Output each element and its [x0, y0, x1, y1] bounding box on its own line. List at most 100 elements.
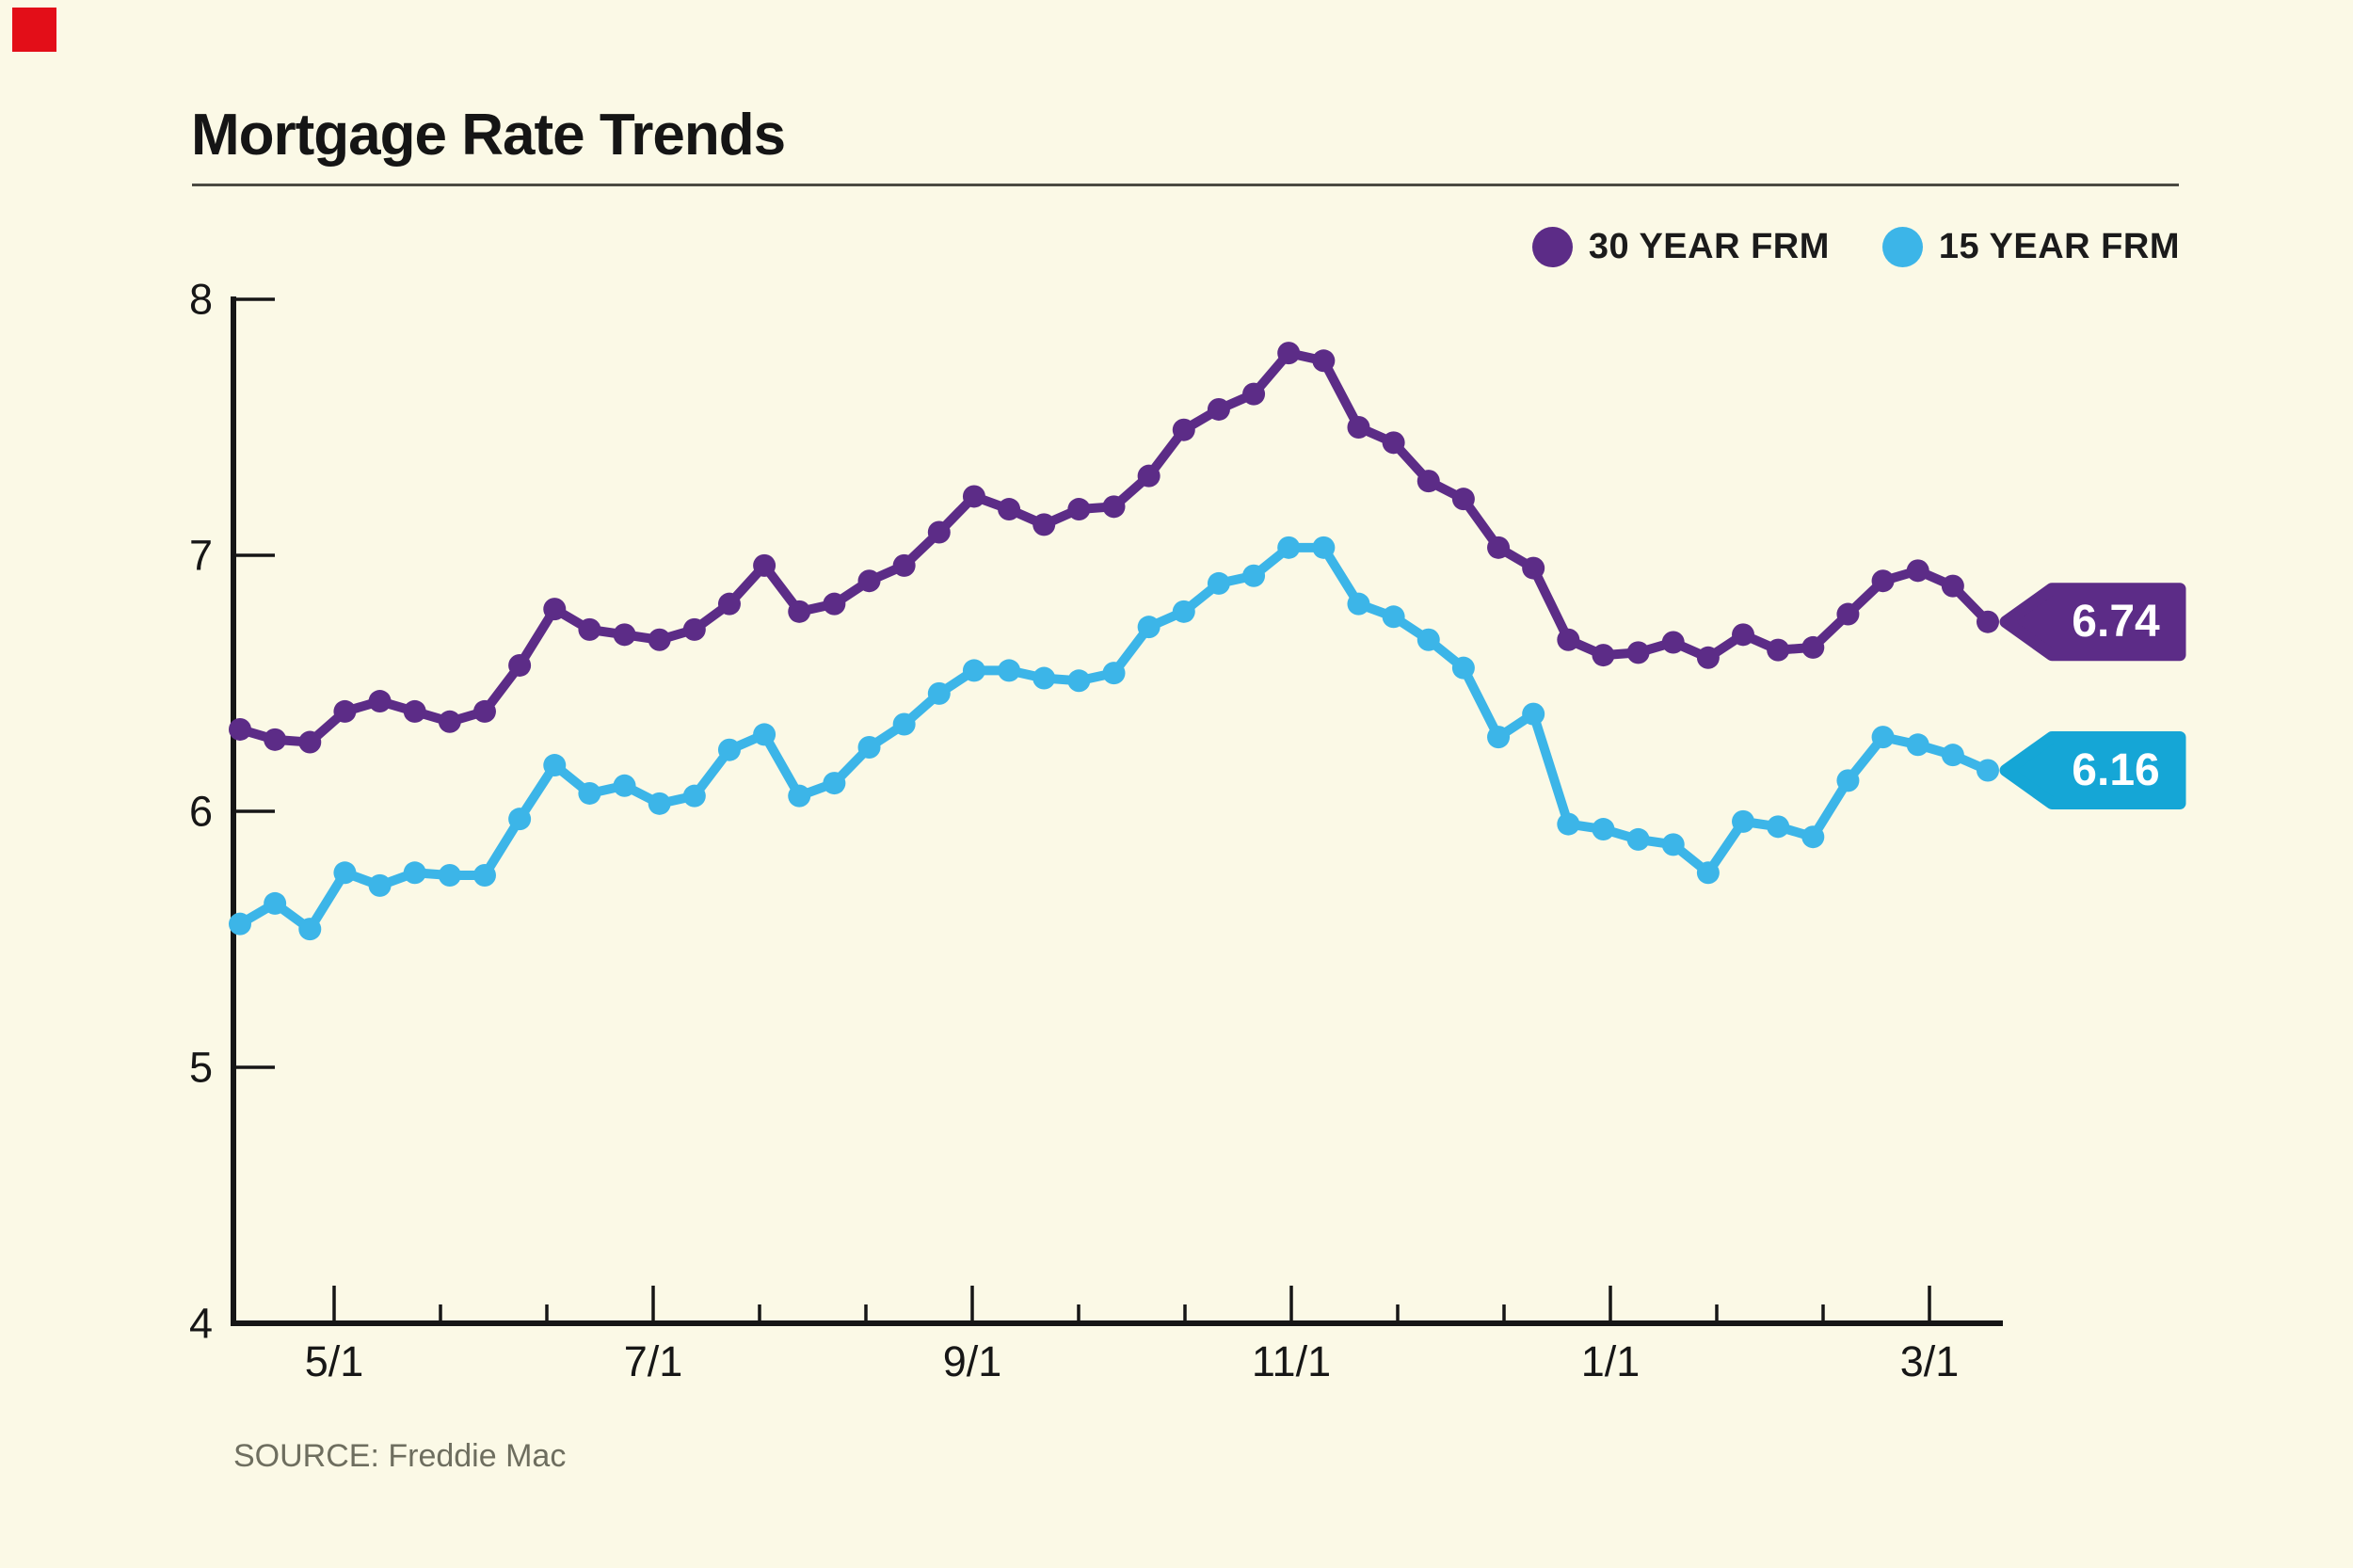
data-point	[962, 485, 985, 508]
data-point	[1696, 861, 1720, 885]
data-point	[1626, 641, 1650, 664]
data-point	[1312, 536, 1336, 559]
data-point	[962, 659, 985, 682]
data-point	[1557, 812, 1580, 836]
data-point	[717, 738, 741, 761]
data-point	[1451, 488, 1475, 511]
data-point	[1172, 600, 1195, 623]
source-note: SOURCE: Freddie Mac	[233, 1438, 567, 1474]
data-point	[1102, 662, 1126, 685]
data-point	[1487, 726, 1511, 749]
data-point	[1137, 464, 1160, 488]
data-point	[1207, 571, 1230, 595]
y-tick-label: 4	[189, 1300, 213, 1348]
data-point	[753, 723, 776, 746]
x-tick-label: 11/1	[1252, 1337, 1331, 1385]
data-point	[753, 553, 776, 577]
data-point	[1592, 818, 1615, 841]
data-point	[1732, 809, 1755, 833]
x-tick-label: 3/1	[1900, 1337, 1960, 1385]
data-point	[1451, 656, 1475, 680]
data-point	[648, 628, 671, 651]
data-point	[229, 912, 251, 936]
data-point	[1347, 592, 1370, 616]
data-point	[508, 808, 532, 831]
data-point	[1522, 556, 1545, 580]
data-point	[1977, 759, 1999, 782]
data-point	[682, 784, 706, 808]
data-point	[1801, 635, 1825, 659]
data-point	[1102, 495, 1126, 519]
data-point	[1277, 342, 1301, 365]
data-point	[1417, 628, 1440, 651]
data-point	[1557, 628, 1580, 651]
data-point	[1067, 669, 1091, 693]
data-point	[1732, 623, 1755, 647]
data-point	[1941, 744, 1964, 767]
data-point	[1312, 349, 1336, 373]
data-point	[1277, 536, 1301, 559]
data-point	[1941, 574, 1964, 598]
data-point	[1696, 646, 1720, 669]
legend-dot-30-year-icon	[1531, 227, 1573, 267]
y-tick-label: 6	[189, 788, 213, 836]
data-point	[543, 754, 567, 777]
data-point	[578, 781, 601, 805]
data-point	[298, 918, 322, 941]
data-point	[1417, 470, 1440, 493]
data-point	[403, 861, 426, 885]
data-point	[1067, 498, 1091, 521]
red-marker-square	[12, 8, 56, 52]
x-tick-label: 7/1	[624, 1337, 683, 1385]
data-point	[1207, 397, 1230, 421]
data-point	[892, 712, 916, 736]
value-tag-label: 6.16	[2072, 745, 2159, 795]
line-15-year-frm	[235, 542, 1993, 935]
data-point	[892, 553, 916, 577]
data-point	[1592, 644, 1615, 667]
y-tick-label: 7	[189, 532, 213, 580]
data-point	[1382, 605, 1405, 629]
data-point	[333, 699, 357, 723]
data-point	[1242, 382, 1266, 406]
data-point	[472, 699, 496, 723]
data-point	[333, 861, 357, 885]
data-point	[1661, 631, 1685, 654]
data-point	[543, 598, 567, 621]
data-point	[927, 681, 951, 705]
data-point	[613, 774, 636, 797]
data-point	[368, 873, 392, 897]
y-tick-label: 5	[189, 1044, 213, 1092]
data-point	[403, 699, 426, 723]
data-point	[1836, 602, 1860, 626]
chart-legend: 30 YEAR FRM 15 YEAR FRM	[1531, 227, 2180, 267]
data-point	[857, 569, 881, 593]
data-point	[578, 617, 601, 641]
y-tick-label: 8	[189, 276, 213, 324]
data-point	[717, 592, 741, 616]
x-tick-label: 9/1	[943, 1337, 1002, 1385]
data-point	[927, 520, 951, 544]
x-tick-label: 1/1	[1581, 1337, 1641, 1385]
data-point	[1906, 733, 1929, 757]
title-divider	[192, 184, 2179, 186]
data-point	[1977, 610, 1999, 633]
data-point	[788, 600, 811, 623]
data-point	[648, 792, 671, 815]
data-point	[1871, 726, 1895, 749]
legend-label-15-year: 15 YEAR FRM	[1938, 227, 2180, 266]
data-point	[1137, 616, 1160, 639]
data-point	[1661, 833, 1685, 856]
data-point	[823, 772, 846, 795]
data-point	[1172, 418, 1195, 441]
data-point	[298, 730, 322, 754]
data-point	[998, 659, 1021, 682]
data-point	[1626, 827, 1650, 851]
legend-label-30-year: 30 YEAR FRM	[1588, 227, 1830, 266]
data-point	[1522, 702, 1545, 726]
value-tag-6.16	[1999, 730, 2186, 809]
data-point	[229, 717, 251, 741]
data-point	[264, 728, 287, 751]
